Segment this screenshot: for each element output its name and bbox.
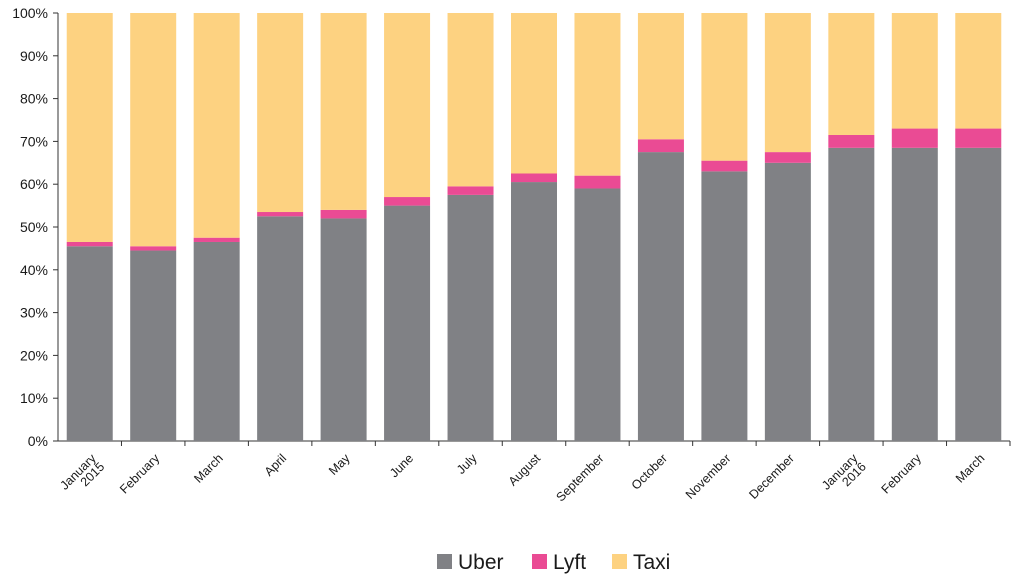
x-tick-label: September xyxy=(553,451,606,504)
y-tick-label: 30% xyxy=(20,305,48,321)
y-tick-label: 60% xyxy=(20,176,48,192)
bar-segment-taxi xyxy=(891,13,938,129)
bar-segment-taxi xyxy=(955,13,1002,129)
bar-segment-uber xyxy=(257,216,304,441)
y-tick-label: 50% xyxy=(20,219,48,235)
x-tick-label: March xyxy=(191,451,225,485)
y-tick-label: 90% xyxy=(20,48,48,64)
bar-segment-lyft xyxy=(130,246,177,251)
x-tick-label: February xyxy=(879,451,925,497)
category-labels: January2015 February March April May June July… xyxy=(57,451,987,505)
y-tick-label: 10% xyxy=(20,390,48,406)
bar-segment-uber xyxy=(130,250,177,441)
bar-segment-uber xyxy=(320,218,367,441)
legend-label-lyft: Lyft xyxy=(553,551,586,574)
bar-segment-lyft xyxy=(828,134,875,148)
x-tick-label: June xyxy=(387,451,416,480)
bar-segment-taxi xyxy=(320,13,367,210)
bar-segment-taxi xyxy=(574,13,621,176)
x-tick-label: November xyxy=(683,451,734,502)
legend-label-uber: Uber xyxy=(458,551,504,574)
bar-segment-uber xyxy=(574,188,621,441)
bar-segment-lyft xyxy=(955,128,1002,148)
bar-segment-uber xyxy=(637,152,684,441)
bar-segment-uber xyxy=(193,241,240,441)
bar-segment-taxi xyxy=(193,13,240,238)
bars xyxy=(66,13,1002,442)
bar-segment-lyft xyxy=(257,212,304,217)
axes: 0% 10% 20% 30% 40% 50% 60% 70% 80% 90% 100% xyxy=(12,5,1011,449)
bar-segment-taxi xyxy=(701,13,748,161)
x-tick-label: April xyxy=(262,451,290,479)
bar-segment-uber xyxy=(447,194,494,441)
bar-segment-lyft xyxy=(66,241,113,247)
x-tick-label: July xyxy=(454,451,480,477)
x-tick-label: January2016 xyxy=(819,451,869,501)
bar-segment-taxi xyxy=(828,13,875,135)
bar-segment-taxi xyxy=(764,13,811,153)
x-tick-label: December xyxy=(746,451,797,502)
legend-label-taxi: Taxi xyxy=(633,551,670,574)
bar-segment-uber xyxy=(511,182,557,441)
legend-swatch-uber xyxy=(437,554,452,569)
legend-swatch-taxi xyxy=(612,554,627,569)
bar-segment-lyft xyxy=(447,186,494,195)
bar-segment-taxi xyxy=(511,13,557,174)
bar-segment-lyft xyxy=(511,173,557,183)
bar-segment-taxi xyxy=(637,13,684,140)
bar-segment-lyft xyxy=(701,160,748,172)
bar-segment-uber xyxy=(828,147,875,441)
y-tick-label: 100% xyxy=(12,5,48,21)
x-tick-label: March xyxy=(953,451,987,485)
legend-swatch-lyft xyxy=(532,554,547,569)
bar-segment-uber xyxy=(764,162,811,442)
y-tick-label: 20% xyxy=(20,347,48,363)
bar-segment-taxi xyxy=(130,13,177,247)
bar-segment-uber xyxy=(891,147,938,441)
y-tick-label: 40% xyxy=(20,262,48,278)
x-tick-label: February xyxy=(117,451,163,497)
bar-segment-taxi xyxy=(447,13,494,187)
bar-segment-uber xyxy=(701,171,748,442)
bar-segment-lyft xyxy=(384,197,431,206)
bar-segment-lyft xyxy=(193,237,240,242)
x-tick-label: October xyxy=(629,451,670,492)
bar-segment-taxi xyxy=(257,13,304,213)
x-tick-label: August xyxy=(506,451,544,489)
y-tick-label: 80% xyxy=(20,91,48,107)
bar-segment-taxi xyxy=(384,13,431,198)
bar-segment-lyft xyxy=(320,209,367,219)
y-tick-label: 70% xyxy=(20,133,48,149)
bar-segment-lyft xyxy=(764,152,811,163)
legend: Uber Lyft Taxi xyxy=(437,551,670,574)
bar-segment-lyft xyxy=(574,175,621,189)
x-tick-label: January2015 xyxy=(57,451,107,501)
bar-segment-uber xyxy=(384,205,431,441)
bar-segment-lyft xyxy=(637,139,684,153)
x-tick-label: May xyxy=(326,451,353,478)
bar-segment-uber xyxy=(955,147,1002,441)
bar-segment-lyft xyxy=(891,128,938,148)
y-tick-label: 0% xyxy=(28,433,48,449)
bar-segment-uber xyxy=(66,246,113,441)
bar-segment-taxi xyxy=(66,13,113,242)
